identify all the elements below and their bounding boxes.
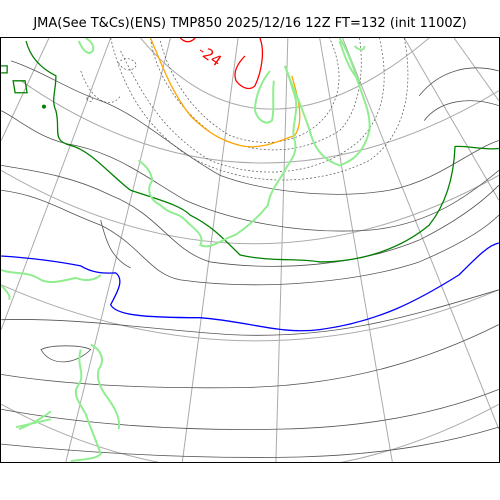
graticule	[1, 38, 499, 462]
meridian	[65, 38, 171, 462]
meridian	[403, 38, 499, 201]
isotherm-minus24	[179, 38, 196, 43]
isotherm-minus6	[1, 65, 8, 74]
isotherm	[1, 165, 499, 267]
parallel	[1, 403, 499, 462]
isotherm-minus18	[149, 38, 301, 148]
coastline-segment	[15, 418, 52, 429]
isotherms	[1, 60, 499, 458]
coastline-segment	[137, 65, 298, 248]
isotherm	[40, 345, 92, 363]
isotherm-minus6	[12, 80, 28, 94]
parallel	[140, 38, 430, 110]
isotherm	[120, 38, 385, 173]
isotherm	[150, 38, 362, 151]
isotherm	[86, 95, 94, 102]
coastline-segment	[90, 343, 121, 430]
isotherm	[1, 324, 499, 389]
coastline-segment	[1, 284, 11, 301]
isotherm	[418, 67, 499, 96]
chart-title: JMA(See T&Cs)(ENS) TMP850 2025/12/16 12Z…	[33, 16, 467, 31]
isotherm	[110, 38, 409, 181]
map-panel: -24	[0, 37, 500, 463]
map-canvas: -24	[1, 38, 499, 462]
isotherm-minus24	[234, 38, 264, 90]
dotted-isotherms	[80, 38, 409, 181]
coastline-segment	[18, 410, 52, 431]
isotherm	[1, 426, 499, 458]
isotherm	[1, 110, 499, 232]
meridian	[1, 38, 50, 141]
parallel	[20, 80, 499, 164]
parallel	[1, 169, 499, 245]
meridian	[319, 38, 393, 462]
isotherm	[118, 58, 137, 71]
coastline-segment	[353, 45, 366, 51]
coastline-segment	[77, 38, 95, 54]
coastline	[1, 38, 371, 462]
contour-label-minus24: -24	[195, 41, 225, 70]
isotherm	[1, 388, 499, 430]
coastline-segment	[253, 70, 275, 124]
coastline-segment	[283, 38, 371, 167]
coastline-segment	[1, 268, 102, 283]
isotherm	[100, 220, 131, 269]
meridian	[1, 38, 112, 330]
coastline-segment	[338, 40, 361, 82]
meridian	[453, 38, 499, 101]
meridian	[275, 38, 289, 462]
isotherm	[1, 189, 499, 286]
isotherm-0	[1, 242, 499, 332]
isotherm-minus6	[25, 40, 499, 263]
isotherm	[11, 60, 499, 195]
isotherm	[80, 70, 121, 103]
coastline-segment	[70, 349, 102, 462]
parallel	[1, 284, 499, 342]
isotherm	[1, 289, 499, 336]
isotherm-minus6-dot	[41, 104, 46, 109]
isotherm	[160, 38, 340, 143]
meridian	[181, 38, 239, 462]
meridian	[342, 38, 499, 430]
isotherm	[423, 100, 499, 121]
